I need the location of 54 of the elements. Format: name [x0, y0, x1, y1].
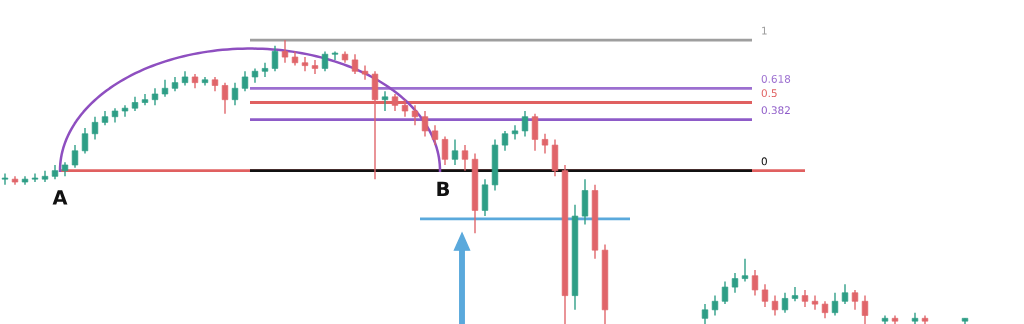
candlestick: [451, 138, 459, 166]
candlestick: [221, 81, 229, 115]
candlestick: [501, 130, 509, 152]
candlestick: [241, 70, 249, 92]
candlestick: [531, 113, 539, 152]
candlestick: [71, 144, 79, 169]
candlestick: [741, 257, 749, 283]
annotation: 0.618: [761, 75, 791, 83]
candlestick: [711, 294, 719, 317]
candlestick: [311, 59, 319, 75]
candlestick: [791, 286, 799, 302]
annotation: 0.5: [761, 89, 777, 98]
candlestick: [321, 50, 329, 72]
candlestick: [91, 116, 99, 141]
candlestick: [231, 81, 239, 107]
candlestick: [431, 124, 439, 146]
candlestick: [511, 124, 519, 141]
candlestick: [1, 172, 9, 186]
candlestick: [271, 45, 279, 72]
candlestick: [381, 90, 389, 112]
candlestick: [281, 39, 289, 64]
candlestick: [521, 110, 529, 138]
candlestick: [441, 135, 449, 166]
candlestick: [261, 62, 269, 78]
candlestick: [121, 104, 129, 118]
candlestick: [301, 56, 309, 72]
candlestick: [541, 133, 549, 155]
candlestick: [701, 303, 709, 324]
candlestick: [851, 289, 859, 311]
candlestick: [761, 283, 769, 308]
candlestick: [911, 311, 919, 324]
candlestick: [421, 110, 429, 138]
candlestick: [921, 314, 929, 324]
candlestick: [361, 64, 369, 81]
candlestick: [781, 292, 789, 314]
candlestick: [81, 127, 89, 155]
candlestick: [721, 280, 729, 305]
candlestick: [351, 53, 359, 75]
candlestick: [861, 294, 869, 324]
candlestick: [831, 292, 839, 317]
candlestick: [811, 294, 819, 311]
annotation: B: [437, 181, 450, 196]
candlestick: [841, 283, 849, 305]
text: 1: [762, 26, 767, 35]
candlestick: [461, 144, 469, 172]
candlestick: [731, 272, 739, 294]
candlestick: [751, 269, 759, 297]
annotation: 0.382: [761, 106, 790, 115]
annotation: A: [52, 190, 68, 205]
candlestick: [881, 314, 889, 324]
candlestick: [891, 314, 899, 324]
annotation: 0: [761, 157, 767, 166]
candlestick: [331, 50, 339, 61]
candlestick: [771, 294, 779, 317]
